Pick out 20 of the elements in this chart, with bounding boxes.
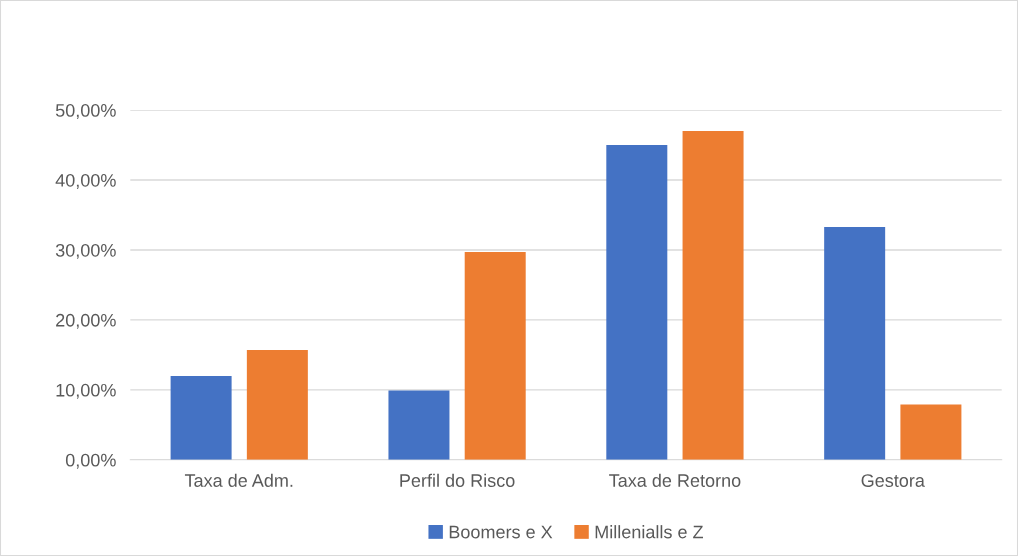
bar bbox=[464, 252, 526, 460]
x-tick-label: Taxa de Retorno bbox=[609, 473, 741, 487]
x-tick-label: Perfil do Risco bbox=[400, 473, 515, 487]
x-tick-label: Taxa de Adm. bbox=[184, 473, 293, 487]
bar bbox=[900, 404, 962, 460]
bar bbox=[824, 226, 886, 460]
bar bbox=[170, 375, 232, 460]
y-tick-label: 40,00% bbox=[55, 173, 116, 189]
y-tick-label: 30,00% bbox=[55, 243, 116, 259]
y-tick-label: 50,00% bbox=[55, 104, 116, 119]
y-tick-label: 0,00% bbox=[65, 453, 116, 469]
y-tick-label: 10,00% bbox=[56, 383, 116, 399]
bar bbox=[388, 390, 450, 460]
y-tick-label: 20,00% bbox=[56, 313, 116, 329]
bar bbox=[246, 350, 308, 460]
legend-label: Millenialls e Z bbox=[595, 525, 703, 539]
bar bbox=[606, 145, 668, 460]
x-tick-label: Gestora bbox=[861, 474, 925, 487]
legend-label: Boomers e X bbox=[449, 525, 553, 539]
bar bbox=[682, 131, 744, 460]
